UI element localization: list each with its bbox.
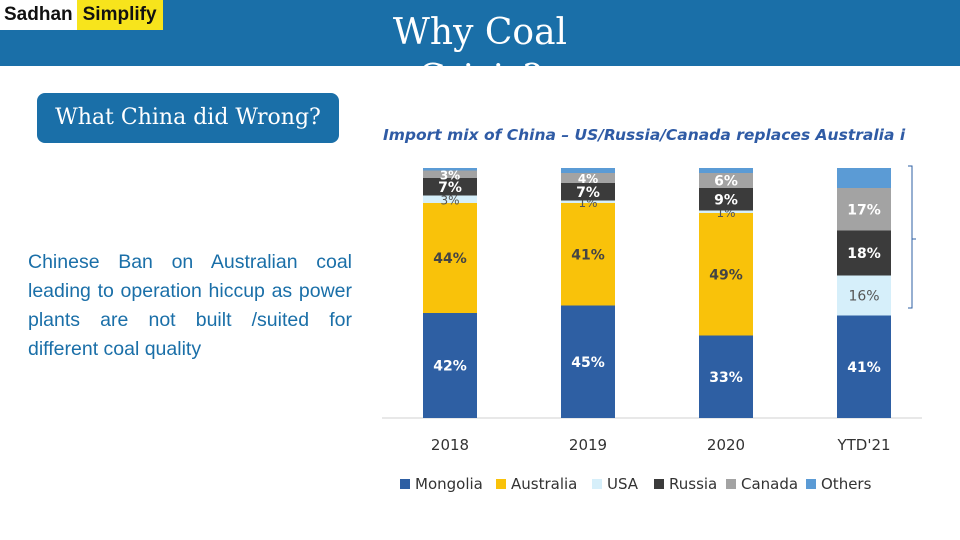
legend-label-canada: Canada [741,475,798,493]
bar-mongolia-1 [561,305,615,418]
legend-swatch-others [806,479,816,489]
legend-label-australia: Australia [511,475,577,493]
legend-label-russia: Russia [669,475,717,493]
legend-label-usa: USA [607,475,639,493]
data-label-canada-1: 4% [578,172,598,186]
data-label-canada-2: 6% [714,174,738,190]
data-label-russia-0: 7% [438,180,462,196]
data-label-australia-2: 49% [709,267,743,283]
bar-mongolia-2 [699,335,753,418]
x-tick-label-2: 2020 [707,436,745,454]
legend-swatch-australia [496,479,506,489]
data-label-canada-3: 17% [847,202,881,218]
x-tick-label-3: YTD'21 [836,436,890,454]
data-label-australia-1: 41% [571,247,605,263]
brand-name-part1: Sadhan [0,0,77,30]
brand-name-part2: Simplify [76,0,163,30]
data-label-usa-3: 16% [848,289,879,305]
bar-australia-1 [561,203,615,306]
data-label-russia-2: 9% [714,192,738,208]
brand-logo: Sadhan Simplify [0,0,163,30]
bar-russia-3 [837,230,891,276]
bar-others-3 [837,168,891,188]
bar-russia-1 [561,183,615,201]
legend-label-mongolia: Mongolia [415,475,483,493]
bar-russia-2 [699,188,753,211]
bar-canada-1 [561,173,615,183]
data-label-russia-3: 18% [847,246,881,262]
bar-others-2 [699,168,753,173]
body-text: Chinese Ban on Australian coal leading t… [28,251,352,360]
bar-usa-2 [699,210,753,213]
stacked-bar-chart: 42%44%3%7%3%201845%41%1%7%4%201933%49%1%… [382,165,922,493]
bar-others-1 [561,168,615,173]
legend-swatch-mongolia [400,479,410,489]
data-label-usa-0: 3% [440,193,459,207]
bar-australia-0 [423,203,477,313]
bar-usa-3 [837,275,891,316]
bar-canada-3 [837,188,891,231]
data-label-mongolia-0: 42% [433,359,467,375]
header-bar: Sadhan Simplify Why Coal Crisis? [0,0,960,99]
bar-others-0 [423,168,477,171]
slide-title: Why Coal Crisis? [392,12,568,99]
x-tick-label-0: 2018 [431,436,469,454]
bar-australia-2 [699,213,753,336]
bar-usa-1 [561,200,615,203]
bar-usa-0 [423,195,477,203]
bracket [908,165,913,309]
data-label-mongolia-2: 33% [709,370,743,386]
legend-swatch-russia [654,479,664,489]
legend-swatch-canada [726,479,736,489]
bar-canada-2 [699,173,753,188]
bar-mongolia-3 [837,315,891,418]
bar-russia-0 [423,178,477,196]
data-label-mongolia-1: 45% [571,355,605,371]
x-tick-label-1: 2019 [569,436,607,454]
data-label-australia-0: 44% [433,251,467,267]
data-label-canada-0: 3% [440,168,460,182]
data-label-russia-1: 7% [576,185,600,201]
bar-mongolia-0 [423,313,477,418]
legend-swatch-usa [592,479,602,489]
section-badge: What China did Wrong? [37,93,339,143]
legend-label-others: Others [821,475,872,493]
bar-canada-0 [423,170,477,178]
data-label-mongolia-3: 41% [847,360,881,376]
chart-title: Import mix of China – US/Russia/Canada r… [383,126,906,144]
